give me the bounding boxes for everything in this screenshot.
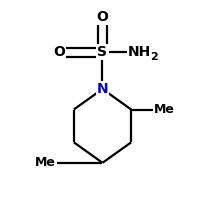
Text: 2: 2: [149, 52, 157, 62]
Text: O: O: [96, 10, 108, 24]
Text: NH: NH: [127, 45, 150, 59]
Text: Me: Me: [34, 156, 55, 169]
Text: O: O: [53, 45, 65, 59]
Text: Me: Me: [153, 103, 174, 116]
Text: N: N: [96, 82, 108, 96]
Text: S: S: [97, 45, 107, 59]
